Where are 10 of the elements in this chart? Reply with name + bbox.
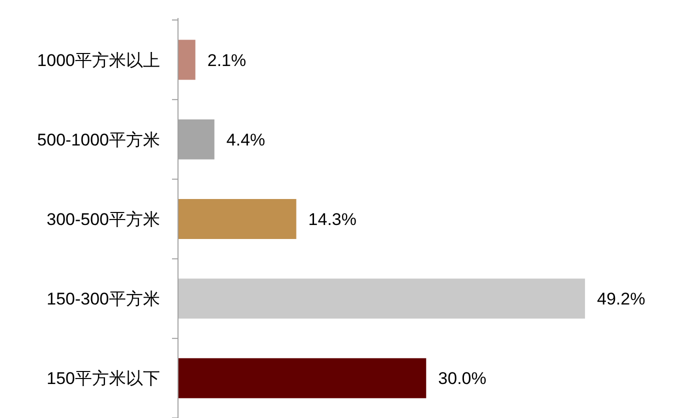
y-tick-label: 150-300平方米 — [46, 290, 160, 309]
data-label: 14.3% — [308, 210, 356, 229]
y-tick-label: 300-500平方米 — [46, 210, 160, 229]
y-tick-label: 500-1000平方米 — [37, 130, 160, 150]
y-tick-label: 150平方米以下 — [46, 369, 160, 388]
y-tick-label: 1000平方米以上 — [37, 50, 160, 70]
data-label: 2.1% — [207, 50, 246, 70]
data-label: 49.2% — [597, 290, 646, 309]
data-label: 30.0% — [438, 369, 486, 388]
data-label: 4.4% — [226, 130, 266, 150]
